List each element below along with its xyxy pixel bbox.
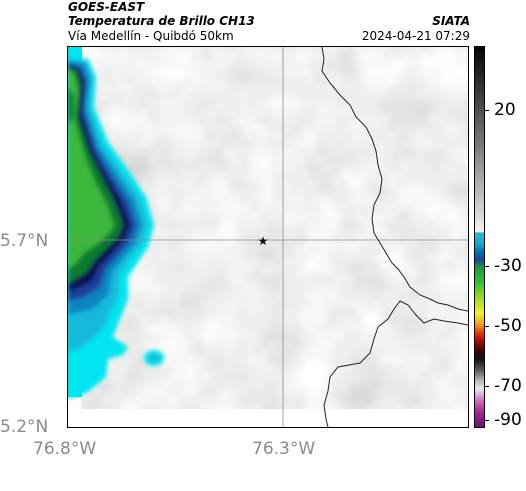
lat-label-north: 5.7°N bbox=[0, 231, 49, 251]
timestamp: 2024-04-21 07:29 bbox=[361, 29, 470, 43]
lon-label-east: 76.3°W bbox=[252, 439, 316, 459]
colorbar bbox=[474, 46, 485, 428]
colorbar-label: -90 bbox=[494, 410, 522, 430]
colorbar-tick bbox=[484, 420, 489, 421]
product-name: GOES-EAST bbox=[68, 0, 145, 14]
lat-label-south: 5.2°N bbox=[0, 417, 49, 437]
star-icon: ★ bbox=[258, 234, 269, 248]
cold-cloud-region bbox=[68, 57, 164, 399]
map-title: Temperatura de Brillo CH13 bbox=[68, 14, 255, 28]
colorbar-label: -70 bbox=[494, 376, 522, 396]
satellite-map[interactable]: ★ bbox=[67, 46, 469, 428]
colorbar-tick bbox=[484, 386, 489, 387]
colorbar-tick bbox=[484, 266, 489, 267]
colorbar-label: -30 bbox=[494, 256, 522, 276]
map-subtitle: Vía Medellín - Quibdó 50km bbox=[68, 29, 234, 43]
source-label: SIATA bbox=[432, 14, 470, 28]
lon-label-west: 76.8°W bbox=[33, 439, 97, 459]
colorbar-label: -50 bbox=[494, 316, 522, 336]
colorbar-label: 20 bbox=[494, 100, 516, 120]
boundary-lines bbox=[321, 47, 468, 427]
map-canvas: ★ bbox=[68, 47, 468, 427]
colorbar-tick bbox=[484, 326, 489, 327]
colorbar-tick bbox=[484, 110, 489, 111]
